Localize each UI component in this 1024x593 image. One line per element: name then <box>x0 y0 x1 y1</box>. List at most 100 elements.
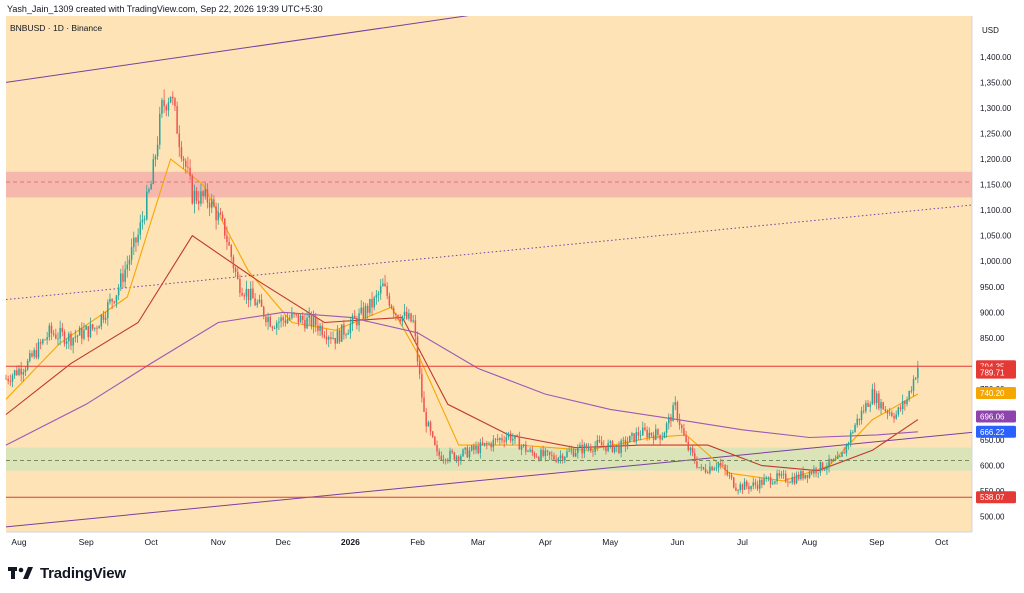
candle-body[interactable] <box>440 455 443 460</box>
candle-body[interactable] <box>817 472 819 474</box>
candle-body[interactable] <box>178 133 181 148</box>
candle-body[interactable] <box>349 323 352 334</box>
candle-body[interactable] <box>505 437 508 442</box>
candle-body[interactable] <box>382 283 384 287</box>
chart-svg[interactable]: 500.00550.00600.00650.00700.00750.00800.… <box>0 16 1024 554</box>
candle-body[interactable] <box>735 487 737 491</box>
candle-body[interactable] <box>514 435 516 439</box>
candle-body[interactable] <box>581 444 583 454</box>
candle-body[interactable] <box>895 414 897 419</box>
candle-body[interactable] <box>616 445 618 448</box>
candle-body[interactable] <box>5 378 7 380</box>
candle-body[interactable] <box>85 326 87 330</box>
candle-body[interactable] <box>806 474 809 478</box>
candle-body[interactable] <box>741 484 744 490</box>
candle-body[interactable] <box>269 316 272 327</box>
candle-body[interactable] <box>518 436 521 450</box>
candle-body[interactable] <box>904 401 906 405</box>
candle-body[interactable] <box>577 447 579 454</box>
candle-body[interactable] <box>711 466 713 471</box>
candle-body[interactable] <box>891 412 893 417</box>
candle-body[interactable] <box>247 288 250 301</box>
candle-body[interactable] <box>687 441 690 451</box>
candle-body[interactable] <box>802 471 804 479</box>
candle-body[interactable] <box>613 447 616 452</box>
candle-body[interactable] <box>325 336 328 340</box>
candle-body[interactable] <box>425 411 427 427</box>
candle-body[interactable] <box>172 96 174 99</box>
candle-body[interactable] <box>219 212 222 215</box>
candle-body[interactable] <box>488 443 490 445</box>
candle-body[interactable] <box>200 191 202 204</box>
candle-body[interactable] <box>496 438 499 440</box>
candle-body[interactable] <box>453 452 456 460</box>
candle-body[interactable] <box>451 450 453 453</box>
candle-body[interactable] <box>135 237 137 243</box>
candle-body[interactable] <box>403 311 406 316</box>
candle-body[interactable] <box>778 473 780 476</box>
candle-body[interactable] <box>310 313 313 327</box>
candle-body[interactable] <box>421 374 423 398</box>
candle-body[interactable] <box>596 440 599 446</box>
candle-body[interactable] <box>390 305 393 309</box>
candle-body[interactable] <box>91 324 94 329</box>
candle-body[interactable] <box>65 341 68 344</box>
candle-body[interactable] <box>782 473 785 475</box>
candle-body[interactable] <box>204 189 207 197</box>
candle-body[interactable] <box>884 409 887 412</box>
candle-body[interactable] <box>808 471 811 478</box>
candle-body[interactable] <box>882 402 884 410</box>
candle-body[interactable] <box>76 335 79 337</box>
candle-body[interactable] <box>156 144 159 157</box>
candle-body[interactable] <box>232 256 235 269</box>
candle-body[interactable] <box>107 302 109 318</box>
candle-body[interactable] <box>50 325 53 334</box>
candle-body[interactable] <box>371 298 373 308</box>
candle-body[interactable] <box>59 327 61 339</box>
candle-body[interactable] <box>787 481 789 483</box>
candle-body[interactable] <box>839 455 841 457</box>
candle-body[interactable] <box>434 436 436 446</box>
candle-body[interactable] <box>724 465 726 471</box>
candle-body[interactable] <box>418 361 421 375</box>
candle-body[interactable] <box>531 449 534 453</box>
candle-body[interactable] <box>622 439 625 441</box>
candle-body[interactable] <box>33 350 35 357</box>
candle-body[interactable] <box>910 390 913 392</box>
candle-body[interactable] <box>444 459 447 462</box>
candle-body[interactable] <box>243 295 246 297</box>
candle-body[interactable] <box>869 404 871 407</box>
candle-body[interactable] <box>652 435 655 440</box>
candle-body[interactable] <box>572 450 575 457</box>
candle-body[interactable] <box>230 245 233 257</box>
candle-body[interactable] <box>858 418 861 421</box>
candle-body[interactable] <box>288 318 291 320</box>
candle-body[interactable] <box>594 445 596 452</box>
candle-body[interactable] <box>384 283 386 287</box>
candle-body[interactable] <box>70 333 72 346</box>
candle-body[interactable] <box>499 438 501 440</box>
candle-body[interactable] <box>405 311 408 319</box>
candle-body[interactable] <box>455 456 458 460</box>
candle-body[interactable] <box>867 402 869 407</box>
candle-body[interactable] <box>462 449 464 457</box>
candle-body[interactable] <box>717 462 720 468</box>
candle-body[interactable] <box>899 407 902 410</box>
candle-body[interactable] <box>78 327 81 336</box>
candle-body[interactable] <box>542 449 544 456</box>
candle-body[interactable] <box>211 199 213 208</box>
candle-body[interactable] <box>234 268 237 272</box>
candle-body[interactable] <box>739 484 742 491</box>
candle-body[interactable] <box>704 468 707 473</box>
candle-body[interactable] <box>878 393 880 409</box>
tradingview-logo[interactable]: TradingView <box>8 562 126 584</box>
candle-body[interactable] <box>141 219 144 223</box>
candle-body[interactable] <box>579 444 581 448</box>
candle-body[interactable] <box>72 337 74 346</box>
candle-body[interactable] <box>568 450 570 452</box>
candle-body[interactable] <box>535 456 538 458</box>
candle-body[interactable] <box>637 432 640 436</box>
candle-body[interactable] <box>198 200 200 204</box>
candle-body[interactable] <box>540 449 542 461</box>
candle-body[interactable] <box>165 106 168 111</box>
